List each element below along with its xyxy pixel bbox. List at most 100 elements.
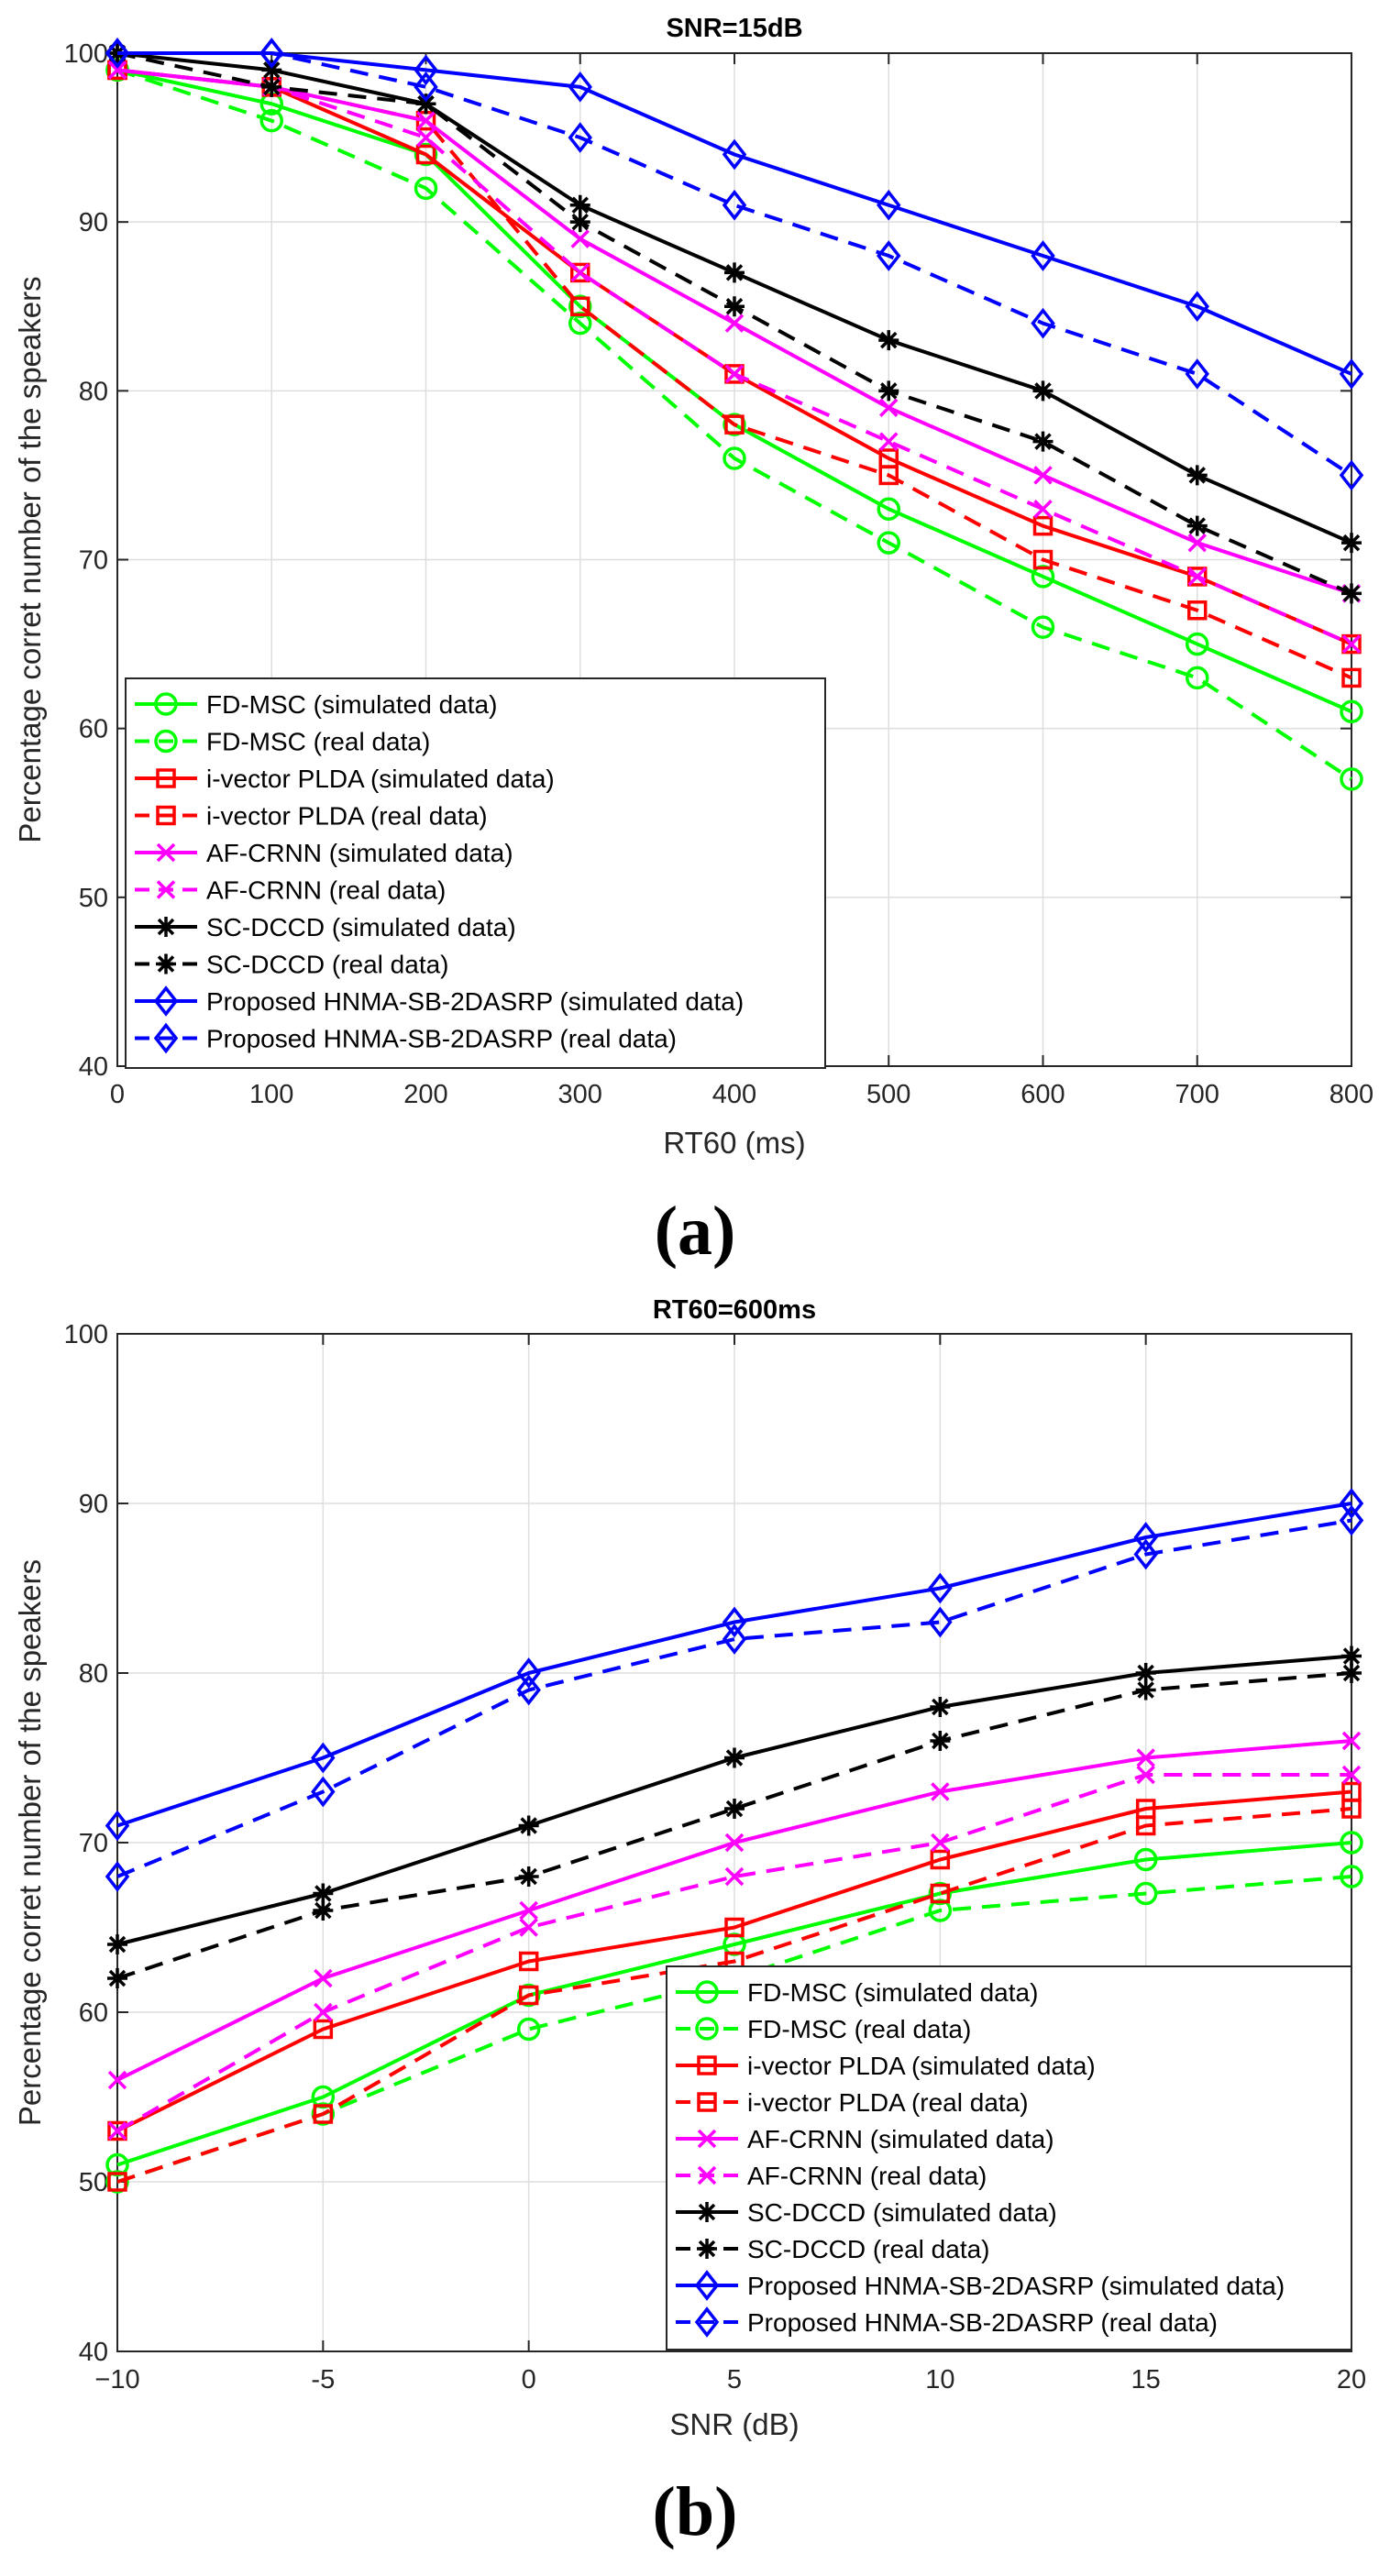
data-point	[313, 1900, 334, 1921]
legend-swatch-marker	[697, 2055, 717, 2075]
data-point	[569, 212, 590, 233]
x-axis-label: SNR (dB)	[669, 2407, 799, 2441]
data-point	[314, 2002, 333, 2022]
series-5	[107, 61, 1362, 654]
series-line	[116, 68, 1353, 781]
data-point	[877, 497, 900, 521]
legend-swatch-marker	[153, 985, 179, 1017]
y-tick-label: 100	[64, 1320, 108, 1349]
series-line	[116, 1502, 1352, 1828]
x-tick-label: 800	[1329, 1080, 1373, 1109]
legend-label: AF-CRNN (simulated data)	[206, 839, 513, 867]
legend-swatch-marker	[154, 729, 178, 754]
legend-item: SC-DCCD (simulated data)	[676, 2198, 1057, 2227]
data-point	[724, 364, 745, 384]
legend-label: i-vector PLDA (simulated data)	[747, 2052, 1096, 2080]
data-point	[931, 1833, 950, 1853]
data-point	[107, 61, 127, 80]
y-tick-label: 50	[79, 2168, 108, 2197]
data-point	[1339, 1488, 1364, 1519]
series-8	[105, 1488, 1364, 1842]
legend-label: AF-CRNN (real data)	[747, 2162, 987, 2190]
legend-item: i-vector PLDA (real data)	[676, 2088, 1029, 2117]
legend-item: Proposed HNMA-SB-2DASRP (real data)	[135, 1022, 677, 1054]
legend-item: Proposed HNMA-SB-2DASRP (simulated data)	[135, 985, 744, 1017]
series-line	[116, 1807, 1352, 2184]
series-line	[116, 1518, 1352, 1878]
legend-swatch-marker	[694, 2306, 720, 2338]
data-point	[724, 364, 745, 384]
data-point	[1341, 634, 1362, 654]
data-point	[519, 1900, 538, 1921]
data-point	[724, 1747, 745, 1768]
x-tick-label: 300	[558, 1080, 602, 1109]
chart-title: SNR=15dB	[666, 14, 802, 43]
y-tick-label: 40	[79, 1052, 108, 1082]
legend: FD-MSC (simulated data) FD-MSC (real data…	[125, 677, 826, 1069]
data-point	[724, 314, 745, 333]
y-tick-label: 80	[79, 377, 108, 406]
data-point	[107, 2120, 127, 2141]
x-tick-label: −10	[94, 2365, 139, 2394]
data-point	[570, 262, 590, 283]
data-point	[261, 60, 282, 81]
data-point	[930, 1883, 951, 1904]
series-line	[116, 1841, 1352, 2167]
data-point	[1031, 240, 1055, 271]
legend-label: Proposed HNMA-SB-2DASRP (real data)	[206, 1025, 677, 1053]
data-point	[1341, 533, 1362, 554]
legend-label: AF-CRNN (real data)	[206, 876, 446, 905]
legend-swatch-marker	[697, 2165, 717, 2185]
data-point	[518, 1815, 539, 1836]
data-point	[1186, 632, 1209, 656]
y-axis-label: Percentage corret number of the speakers	[13, 1559, 47, 2126]
y-axis-label: Percentage corret number of the speakers	[13, 276, 47, 842]
data-point	[516, 1657, 541, 1689]
data-point	[930, 1697, 951, 1717]
legend-label: Proposed HNMA-SB-2DASRP (simulated data)	[206, 987, 744, 1016]
y-tick-label: 90	[79, 208, 108, 237]
chart-title: RT60=600ms	[653, 1295, 816, 1325]
data-point	[1339, 459, 1364, 491]
legend-swatch-marker	[156, 953, 176, 974]
data-point	[1340, 699, 1363, 723]
y-tick-label: 60	[79, 1998, 108, 2028]
legend-item: FD-MSC (simulated data)	[676, 1978, 1038, 2007]
legend-swatch-marker	[697, 2129, 717, 2149]
series-9	[105, 38, 1364, 491]
data-point	[416, 111, 436, 130]
data-point	[724, 262, 745, 283]
data-point	[878, 380, 899, 402]
legend-item: FD-MSC (simulated data)	[135, 690, 497, 719]
series-group	[105, 38, 1364, 791]
data-point	[1136, 1748, 1155, 1767]
legend-label: i-vector PLDA (simulated data)	[206, 765, 555, 793]
data-point	[878, 330, 899, 351]
data-point	[722, 138, 747, 171]
data-point	[878, 465, 899, 486]
data-point	[568, 294, 592, 318]
data-point	[1341, 583, 1362, 604]
data-point	[724, 1917, 745, 1938]
y-tick-label: 40	[79, 2338, 108, 2367]
data-point	[1033, 500, 1053, 519]
series-2	[107, 1781, 1362, 2141]
data-point	[928, 1606, 953, 1638]
data-point	[105, 1810, 130, 1842]
figure-caption: (a)	[655, 1193, 736, 1270]
legend-item: SC-DCCD (simulated data)	[135, 913, 516, 941]
legend-swatch-marker	[697, 2239, 717, 2259]
legend-item: SC-DCCD (real data)	[135, 951, 449, 979]
legend-label: Proposed HNMA-SB-2DASRP (real data)	[747, 2308, 1218, 2337]
legend-label: i-vector PLDA (real data)	[747, 2088, 1029, 2117]
legend-item: i-vector PLDA (simulated data)	[135, 765, 555, 793]
data-point	[570, 263, 590, 282]
x-axis-label: RT60 (ms)	[663, 1126, 805, 1160]
data-point	[1187, 533, 1207, 553]
x-tick-label: 0	[110, 1080, 125, 1109]
x-tick-label: 400	[712, 1080, 756, 1109]
data-point	[877, 240, 901, 271]
data-point	[1033, 466, 1053, 485]
data-point	[1340, 1865, 1363, 1888]
data-point	[518, 1951, 539, 1972]
